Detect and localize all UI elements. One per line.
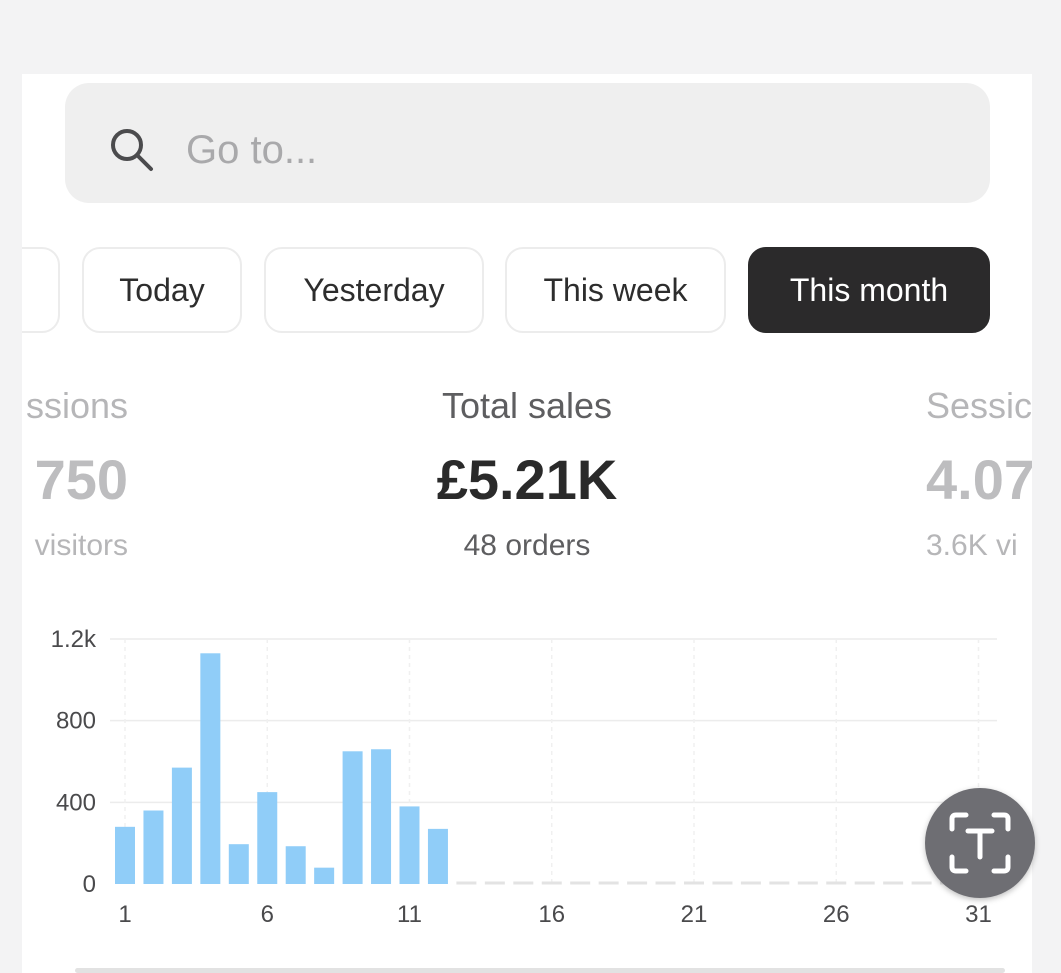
metric-subtext: 48 orders <box>463 529 591 562</box>
metric-value: 4.07 <box>926 448 1032 511</box>
search-icon <box>111 129 153 171</box>
metric-value: 750 <box>34 448 128 511</box>
date-filter-label: This week <box>543 271 688 308</box>
x-tick-label: 6 <box>261 901 274 928</box>
date-filter-clipped[interactable] <box>22 247 60 333</box>
text-scan-button[interactable] <box>925 788 1035 898</box>
chart-bar <box>115 826 135 884</box>
analytics-card: Go to... Today Yesterday This week This … <box>22 74 1032 973</box>
chart-bar <box>342 751 363 884</box>
x-tick-label: 16 <box>538 901 565 928</box>
metric-total-sales[interactable]: Total sales £5.21K 48 orders <box>327 384 727 566</box>
date-filter-label: Today <box>119 271 205 308</box>
chart-bar <box>399 806 420 884</box>
x-tick-label: 26 <box>823 901 850 928</box>
search-input[interactable]: Go to... <box>186 128 318 172</box>
divider <box>75 968 1005 973</box>
date-filter-today[interactable]: Today <box>82 247 242 333</box>
y-tick-label: 0 <box>83 871 96 898</box>
metric-sessions-right[interactable]: Sessic 4.07 3.6K vi <box>926 384 1032 566</box>
date-filter-label: This month <box>789 271 949 308</box>
chart-bar <box>228 844 249 884</box>
text-recognition-icon <box>949 812 1011 874</box>
y-tick-label: 1.2k <box>51 626 97 653</box>
x-tick-label: 31 <box>965 901 992 928</box>
chart-bar <box>257 792 278 884</box>
chart-bar <box>314 867 335 884</box>
chart-bar <box>171 767 192 884</box>
chart-bar <box>200 653 221 884</box>
metric-label: ssions <box>25 385 128 426</box>
chart-bar <box>427 828 448 884</box>
y-tick-label: 400 <box>56 789 96 816</box>
date-filter-this-week[interactable]: This week <box>505 247 726 333</box>
x-tick-label: 1 <box>118 901 131 928</box>
metric-subtext: visitors <box>34 529 128 562</box>
metric-label: Sessic <box>926 385 1032 426</box>
x-tick-label: 21 <box>681 901 708 928</box>
x-tick-label: 11 <box>397 901 422 928</box>
chart-bar <box>285 846 306 884</box>
date-filter-label: Yesterday <box>303 271 445 308</box>
metric-label: Total sales <box>441 385 613 426</box>
date-filter-this-month[interactable]: This month <box>748 247 990 333</box>
y-tick-label: 800 <box>56 708 96 735</box>
metric-sessions-left[interactable]: ssions 750 visitors <box>22 384 128 566</box>
chart-bar <box>143 810 164 884</box>
date-filter-yesterday[interactable]: Yesterday <box>264 247 484 333</box>
search-bar[interactable]: Go to... <box>65 83 990 203</box>
metric-value: £5.21K <box>436 448 618 511</box>
chart-bar <box>371 749 392 884</box>
metric-subtext: 3.6K vi <box>926 529 1018 562</box>
